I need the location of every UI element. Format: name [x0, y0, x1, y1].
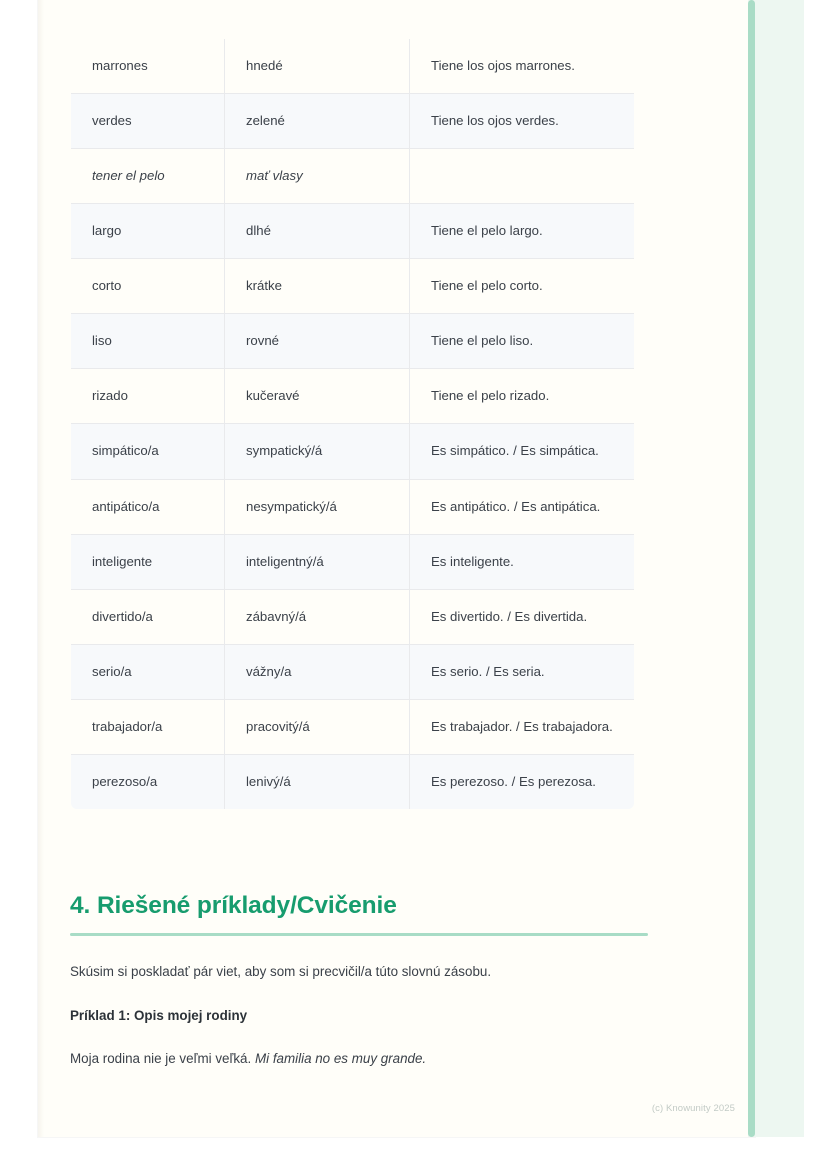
table-row: antipático/a nesympatický/á Es antipático.…	[71, 478, 634, 535]
cell-spanish: trabajador/a	[71, 698, 225, 755]
cell-slovak: pracovitý/á	[224, 698, 410, 755]
cell-spanish: tener el pelo	[71, 148, 225, 204]
table-row: tener el pelo mať vlasy	[71, 148, 634, 204]
table-row: corto krátke Tiene el pelo corto.	[71, 258, 634, 314]
cell-example: Tiene el pelo corto.	[409, 258, 634, 314]
cell-example: Tiene el pelo rizado.	[409, 368, 634, 424]
example-sentence: Moja rodina nie je veľmi veľká. Mi famil…	[70, 1048, 650, 1069]
cell-example: Es serio. / Es seria.	[409, 643, 634, 700]
example-sentence-spanish: Mi familia no es muy grande.	[254, 1051, 427, 1066]
cell-spanish: serio/a	[71, 643, 225, 700]
cell-example	[409, 148, 634, 204]
heading-divider	[70, 933, 648, 936]
vocabulary-table-body: marrones hnedé Tiene los ojos marrones. ver…	[71, 38, 634, 809]
cell-spanish: simpático/a	[71, 423, 225, 479]
cell-example: Es simpático. / Es simpática.	[409, 423, 634, 479]
cell-slovak: nesympatický/á	[224, 478, 410, 535]
cell-slovak: mať vlasy	[224, 148, 410, 204]
cell-spanish: verdes	[71, 93, 225, 149]
table-row: divertido/a zábavný/á Es divertido. / Es d…	[71, 588, 634, 645]
copyright-watermark: (c) Knowunity 2025	[651, 1103, 735, 1114]
intro-paragraph: Skúsim si poskladať pár viet, aby som si…	[70, 964, 492, 979]
cell-example: Es inteligente.	[409, 533, 634, 590]
cell-example: Tiene los ojos verdes.	[409, 93, 634, 149]
cell-spanish: corto	[71, 258, 225, 314]
cell-slovak: dlhé	[224, 203, 410, 259]
cell-slovak: hnedé	[224, 38, 410, 94]
cell-slovak: inteligentný/á	[224, 533, 410, 590]
table-row: rizado kučeravé Tiene el pelo rizado.	[71, 368, 634, 424]
cell-slovak: zábavný/á	[224, 588, 410, 645]
scrollbar-thumb[interactable]	[748, 0, 755, 1137]
table-row: simpático/a sympatický/á Es simpático. / E…	[71, 423, 634, 479]
cell-example: Es trabajador. / Es trabajadora.	[409, 698, 634, 755]
cell-slovak: lenivý/á	[224, 753, 410, 809]
document-page: marrones hnedé Tiene los ojos marrones. ver…	[38, 0, 755, 1137]
example-sentence-slovak: Moja rodina nie je veľmi veľká.	[70, 1051, 252, 1066]
cell-spanish: marrones	[71, 38, 225, 94]
cell-slovak: vážny/a	[224, 643, 410, 700]
cell-spanish: largo	[71, 203, 225, 259]
cell-example: Tiene el pelo liso.	[409, 313, 634, 369]
table-row: trabajador/a pracovitý/á Es trabajador. / …	[71, 698, 634, 755]
cell-slovak: kučeravé	[224, 368, 410, 424]
table-row: largo dlhé Tiene el pelo largo.	[71, 203, 634, 259]
cell-example: Es perezoso. / Es perezosa.	[409, 753, 634, 809]
table-row: perezoso/a lenivý/á Es perezoso. / Es pere…	[71, 753, 634, 809]
cell-example: Es divertido. / Es divertida.	[409, 588, 634, 645]
cell-spanish: antipático/a	[71, 478, 225, 535]
cell-example: Es antipático. / Es antipática.	[409, 478, 634, 535]
table-row: verdes zelené Tiene los ojos verdes.	[71, 93, 634, 149]
cell-example: Tiene los ojos marrones.	[431, 58, 575, 73]
cell-spanish: inteligente	[71, 533, 225, 590]
cell-slovak: sympatický/á	[224, 423, 410, 479]
side-panel	[755, 0, 804, 1137]
cell-spanish: liso	[71, 313, 225, 369]
cell-example: Tiene el pelo largo.	[409, 203, 634, 259]
table-row: liso rovné Tiene el pelo liso.	[71, 313, 634, 369]
cell-spanish: divertido/a	[71, 588, 225, 645]
vocabulary-table: marrones hnedé Tiene los ojos marrones. ver…	[70, 38, 635, 810]
cell-slovak: zelené	[224, 93, 410, 149]
page-title: 4. Riešené príklady/Cvičenie	[70, 892, 397, 919]
cell-spanish: perezoso/a	[71, 753, 225, 809]
cell-spanish: rizado	[71, 368, 225, 424]
table-row: serio/a vážny/a Es serio. / Es seria.	[71, 643, 634, 700]
example-label: Príklad 1: Opis mojej rodiny	[70, 1008, 248, 1023]
cell-slovak: rovné	[224, 313, 410, 369]
page-gutter	[38, 0, 44, 1137]
table-row: marrones hnedé Tiene los ojos marrones.	[71, 38, 634, 94]
table-row: inteligente inteligentný/á Es inteligente.	[71, 533, 634, 590]
cell-slovak: krátke	[224, 258, 410, 314]
